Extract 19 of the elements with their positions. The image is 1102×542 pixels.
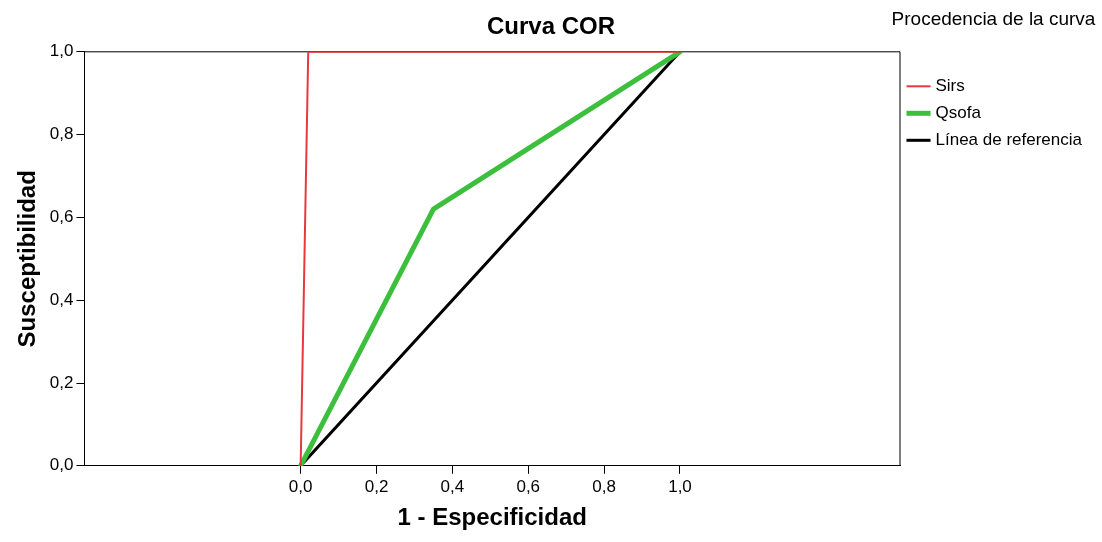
x-tick-label: 0,6 [516,476,541,496]
y-tick-label: 0,2 [49,372,74,392]
y-axis-title: Susceptibilidad [13,170,41,348]
y-tick-label: 0,8 [49,124,74,144]
x-tick-label: 0,4 [440,476,465,496]
y-tick-label: 1,0 [49,41,74,61]
legend-label: Sirs [935,75,965,95]
y-tick-label: 0,4 [49,289,74,309]
chart-title: Curva COR [486,12,616,40]
legend-label: Línea de referencia [935,129,1083,149]
legend-label: Qsofa [935,102,982,122]
legend-title: Procedencia de la curva [890,7,1097,31]
y-tick-label: 0,6 [49,207,74,227]
x-tick-label: 0,8 [592,476,616,496]
x-tick-label: 1,0 [668,476,692,496]
x-tick-label: 0,0 [288,476,313,496]
x-axis-title: 1 - Especificidad [397,503,587,531]
y-tick-label: 0,0 [49,455,74,475]
x-tick-label: 0,2 [364,476,389,496]
